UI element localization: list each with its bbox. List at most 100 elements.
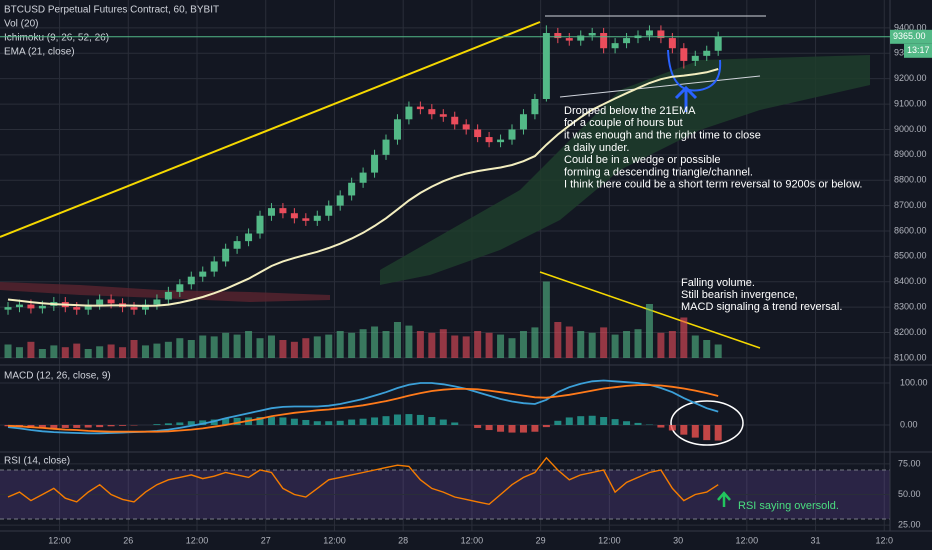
countdown-box <box>904 43 932 58</box>
macd-histogram-bar <box>703 425 711 441</box>
volume-bar <box>119 347 127 358</box>
macd-histogram-bar <box>119 425 127 426</box>
candle-body <box>336 195 344 206</box>
candle-body <box>703 50 711 56</box>
volume-bar <box>474 331 482 358</box>
candle-body <box>691 55 699 61</box>
annotation: MACD signaling a trend reversal. <box>681 301 842 313</box>
volume-bar <box>611 334 619 358</box>
price-label-box <box>890 29 932 44</box>
volume-bar <box>50 345 58 358</box>
volume-bar <box>73 343 81 358</box>
macd-histogram-bar <box>176 422 184 426</box>
macd-histogram-bar <box>256 417 264 426</box>
volume-bar <box>27 341 35 358</box>
macd-histogram-bar <box>554 420 562 426</box>
y-tick-label: 8600.00 <box>894 225 927 235</box>
candle-body <box>451 116 459 125</box>
x-tick-label: 12:00 <box>598 535 621 545</box>
macd-histogram-bar <box>611 419 619 426</box>
candle-body <box>577 35 585 41</box>
annotation: Could be in a wedge or possible <box>564 154 721 166</box>
volume-bar <box>382 331 390 358</box>
y-tick-label: 8100.00 <box>894 352 927 362</box>
volume-bar <box>267 335 275 358</box>
candle-body <box>130 307 138 310</box>
candle-body <box>588 32 596 36</box>
candle-body <box>187 276 195 285</box>
y-tick-label: 9000.00 <box>894 124 927 134</box>
volume-bar <box>290 341 298 358</box>
x-tick-label: 12:0 <box>876 535 894 545</box>
countdown: 13:17 <box>907 45 930 55</box>
candle-body <box>210 261 218 272</box>
volume-bar <box>577 331 585 358</box>
x-tick-label: 12:00 <box>186 535 209 545</box>
volume-bar <box>233 334 241 358</box>
indicator-label: RSI (14, close) <box>4 456 70 467</box>
macd-histogram-bar <box>84 425 92 428</box>
macd-histogram-bar <box>542 425 550 428</box>
macd-histogram-bar <box>313 421 321 426</box>
candle-body <box>164 291 172 300</box>
volume-bar <box>96 346 104 358</box>
macd-histogram-bar <box>428 417 436 426</box>
candle-body <box>302 218 310 221</box>
annotation: Dropped below the 21EMA <box>564 105 696 117</box>
candle-body <box>233 241 241 249</box>
volume-bar <box>600 327 608 358</box>
candle-body <box>554 32 562 39</box>
candle-body <box>107 299 115 304</box>
y-tick-label: 50.00 <box>898 489 921 499</box>
volume-bar <box>645 304 653 358</box>
macd-histogram-bar <box>61 425 69 428</box>
volume-bar <box>428 332 436 358</box>
volume-bar <box>222 332 230 358</box>
candle-body <box>290 213 298 219</box>
volume-bar <box>15 347 23 358</box>
macd-histogram-bar <box>38 425 46 429</box>
candle-body <box>600 32 608 49</box>
ema-line <box>7 68 719 307</box>
last-price-label: 9365.00 <box>893 31 926 41</box>
highlight-ellipse <box>670 400 744 446</box>
macd-histogram-bar <box>600 417 608 426</box>
volume-bar <box>210 336 218 358</box>
volume-bar <box>84 349 92 358</box>
volume-bar <box>302 338 310 358</box>
y-tick-label: 25.00 <box>898 519 921 529</box>
volume-bar <box>279 340 287 358</box>
volume-bar <box>256 338 264 358</box>
macd-histogram-bar <box>50 425 58 429</box>
candle-body <box>428 109 436 115</box>
volume-bar <box>336 331 344 358</box>
annotation: forming a descending triangle/channel. <box>564 166 753 178</box>
macd-histogram-bar <box>416 414 424 426</box>
candle-body <box>508 129 516 140</box>
signal-line <box>7 384 719 433</box>
candle-body <box>176 284 184 292</box>
y-tick-label: 9200.00 <box>894 73 927 83</box>
macd-histogram-bar <box>531 425 539 432</box>
volume-bar <box>359 329 367 358</box>
candle-body <box>531 98 539 115</box>
volume-bar <box>153 343 161 358</box>
volume-bar <box>416 331 424 358</box>
y-tick-label: 8500.00 <box>894 251 927 261</box>
macd-histogram-bar <box>668 425 676 431</box>
indicator-label: Vol (20) <box>4 19 38 30</box>
candle-body <box>371 154 379 173</box>
volume-bar <box>4 344 12 358</box>
macd-histogram-bar <box>474 425 482 428</box>
candle-body <box>4 307 12 310</box>
candle-body <box>359 172 367 183</box>
macd-histogram-bar <box>405 414 413 426</box>
volume-bar <box>680 317 688 358</box>
candle-body <box>680 48 688 61</box>
x-tick-label: 12:00 <box>323 535 346 545</box>
macd-histogram-bar <box>233 417 241 426</box>
macd-histogram-bar <box>508 425 516 433</box>
candle-body <box>393 119 401 140</box>
annotation: it was enough and the right time to clos… <box>564 130 761 142</box>
macd-histogram-bar <box>519 425 527 433</box>
